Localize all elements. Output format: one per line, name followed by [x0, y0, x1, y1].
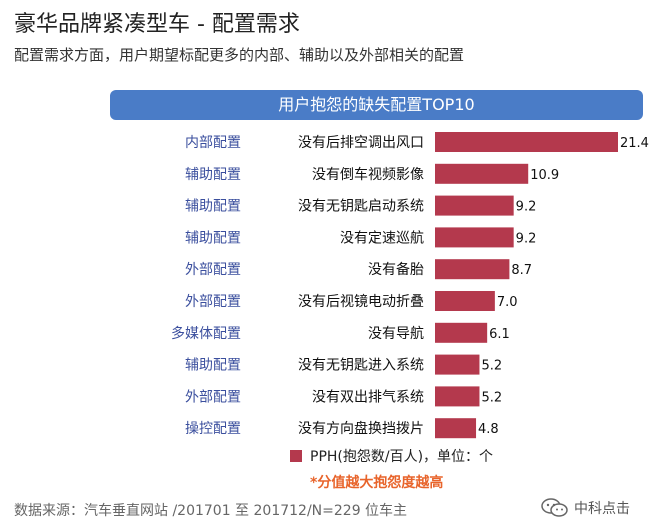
- value-label: 7.0: [497, 295, 518, 310]
- bar: [435, 354, 480, 375]
- wechat-icon: [541, 498, 568, 517]
- value-label: 4.8: [478, 422, 499, 437]
- category-label: 没有无钥匙启动系统: [298, 199, 424, 215]
- group-label: 操控配置: [185, 421, 241, 437]
- value-label: 10.9: [530, 168, 559, 183]
- category-label: 没有导航: [368, 326, 424, 342]
- bar: [435, 163, 529, 184]
- category-label: 没有倒车视频影像: [312, 166, 424, 183]
- category-label: 没有双出排气系统: [312, 389, 424, 405]
- page-title: 豪华品牌紧凑型车 - 配置需求: [14, 12, 300, 37]
- value-label: 6.1: [489, 327, 510, 342]
- bar: [435, 195, 514, 216]
- bar: [435, 227, 514, 248]
- group-label: 辅助配置: [185, 230, 241, 246]
- value-label: 9.2: [516, 200, 537, 215]
- watermark-text: 中科点击: [574, 501, 630, 517]
- chart-title: 用户抱怨的缺失配置TOP10: [110, 90, 643, 120]
- bar: [435, 132, 618, 152]
- group-label: 多媒体配置: [171, 325, 241, 342]
- category-label: 没有后排空调出风口: [298, 135, 424, 151]
- group-label: 内部配置: [185, 135, 241, 151]
- value-label: 21.4: [620, 136, 649, 151]
- group-label: 外部配置: [185, 262, 241, 278]
- group-label: 外部配置: [185, 294, 241, 310]
- bar: [435, 291, 495, 311]
- watermark: 中科点击: [540, 497, 630, 519]
- value-label: 5.2: [481, 359, 502, 374]
- value-label: 8.7: [511, 263, 532, 278]
- group-label: 辅助配置: [185, 199, 241, 215]
- value-label: 5.2: [481, 390, 502, 405]
- category-label: 没有方向盘换挡拨片: [298, 420, 424, 437]
- category-label: 没有备胎: [368, 261, 424, 278]
- bar: [435, 386, 480, 407]
- chart-legend: PPH(抱怨数/百人)，单位：个: [290, 446, 493, 466]
- group-label: 外部配置: [185, 389, 241, 405]
- chart-note: *分值越大抱怨度越高: [310, 475, 444, 491]
- bar: [435, 418, 477, 439]
- value-label: 9.2: [516, 231, 537, 246]
- category-label: 没有定速巡航: [340, 230, 424, 246]
- bar: [435, 322, 488, 343]
- group-label: 辅助配置: [185, 358, 241, 374]
- legend-swatch: [290, 450, 302, 462]
- category-label: 没有无钥匙进入系统: [298, 358, 424, 374]
- page-subtitle: 配置需求方面，用户期望标配更多的内部、辅助以及外部相关的配置: [14, 46, 465, 64]
- legend-label: PPH(抱怨数/百人)，单位：个: [310, 449, 494, 465]
- data-source: 数据来源：汽车垂直网站 /201701 至 201712/N=229 位车主: [14, 503, 408, 519]
- group-label: 辅助配置: [185, 167, 241, 183]
- bar: [435, 259, 510, 280]
- category-label: 没有后视镜电动折叠: [298, 294, 424, 310]
